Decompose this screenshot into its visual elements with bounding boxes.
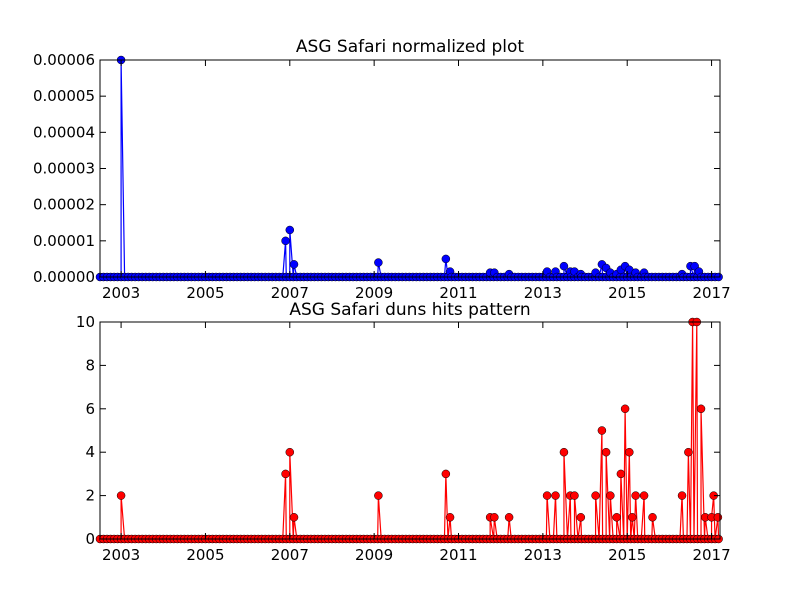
duns-hits-y-ticks: 0 2 4 6 8 10 <box>76 313 720 548</box>
duns-hits-data-point <box>445 513 455 522</box>
normalized-plot-data-point <box>289 260 299 269</box>
normalized-plot-x-tick-label: 2017 <box>692 284 730 302</box>
duns-hits-axes: ASG Safari duns hits pattern 0 2 4 6 8 10 200… <box>76 300 731 564</box>
normalized-plot-x-tick-label: 2007 <box>271 284 309 302</box>
duns-hits-data-point <box>289 513 299 522</box>
duns-hits-data-point <box>490 513 499 522</box>
duns-hits-x-tick-label: 2011 <box>439 546 477 564</box>
duns-hits-y-tick-label: 10 <box>76 313 95 331</box>
duns-hits-data-point <box>606 491 615 500</box>
duns-hits-x-tick-label: 2017 <box>692 546 730 564</box>
duns-hits-data-point <box>374 491 383 500</box>
normalized-plot-y-tick-label: 0.00003 <box>33 160 95 178</box>
duns-hits-data-point <box>648 513 657 522</box>
duns-hits-data-point <box>116 491 126 500</box>
normalized-plot-series-line <box>100 59 719 280</box>
normalized-plot-frame <box>99 59 721 278</box>
duns-hits-x-tick-label: 2013 <box>524 546 562 564</box>
duns-hits-y-tick-label: 4 <box>85 443 95 461</box>
duns-hits-data-point <box>576 513 586 522</box>
duns-hits-y-tick-label: 6 <box>85 400 95 418</box>
duns-hits-data-point <box>677 491 687 500</box>
normalized-plot-data-point <box>374 258 383 267</box>
duns-hits-data-point <box>281 469 290 479</box>
normalized-plot-x-tick-label: 2015 <box>608 284 646 302</box>
duns-hits-data-point <box>628 513 637 522</box>
duns-hits-data-point <box>504 513 514 522</box>
duns-hits-y-tick-label: 2 <box>85 487 95 505</box>
duns-hits-data <box>95 317 723 544</box>
duns-hits-x-tick-label: 2009 <box>355 546 393 564</box>
duns-hits-data-point <box>620 404 630 414</box>
normalized-plot-x-tick-label: 2003 <box>102 284 140 302</box>
normalized-plot-data-point <box>559 261 569 271</box>
duns-hits-y-tick-label: 8 <box>85 356 95 374</box>
duns-hits-data-point <box>441 469 451 479</box>
duns-hits-x-tick-label: 2015 <box>608 546 646 564</box>
duns-hits-data-point <box>696 404 706 414</box>
duns-hits-data-point <box>591 491 600 500</box>
normalized-plot-x-tick-label: 2011 <box>439 284 477 302</box>
normalized-plot-data-point <box>281 236 290 246</box>
duns-hits-data-point <box>684 447 693 457</box>
normalized-plot-x-tick-label: 2009 <box>355 284 393 302</box>
normalized-plot-axes: ASG Safari normalized plot 0.000000.0000… <box>33 37 731 302</box>
duns-hits-data-point <box>713 513 723 522</box>
duns-hits-data-point <box>631 491 640 500</box>
normalized-plot-y-tick-label: 0.00006 <box>33 51 95 69</box>
normalized-plot-y-tick-label: 0.00004 <box>33 123 95 141</box>
duns-hits-data-point <box>601 447 611 457</box>
normalized-plot-x-ticks: 2003 2005 2007 2009 2011 2013 2015 2017 <box>102 60 731 302</box>
duns-hits-data-point <box>625 447 634 457</box>
duns-hits-x-tick-label: 2003 <box>102 546 140 564</box>
duns-hits-data-point <box>551 491 560 500</box>
duns-hits-title: ASG Safari duns hits pattern <box>289 300 530 320</box>
normalized-plot-y-tick-label: 0.00002 <box>33 196 95 214</box>
duns-hits-frame <box>99 321 721 540</box>
duns-hits-data-point <box>285 447 295 457</box>
duns-hits-x-tick-label: 2005 <box>186 546 224 564</box>
normalized-plot-data <box>95 55 723 282</box>
normalized-plot-title: ASG Safari normalized plot <box>296 37 525 57</box>
normalized-plot-x-tick-label: 2013 <box>524 284 562 302</box>
normalized-plot-y-ticks: 0.00000 0.00001 0.00002 0.00003 0.00004 0.000… <box>33 51 720 286</box>
duns-hits-x-ticks: 2003 2005 2007 2009 2011 2013 2015 2017 <box>102 322 731 564</box>
normalized-plot-data-point <box>441 254 451 264</box>
duns-hits-data-point <box>570 491 579 500</box>
duns-hits-data-point <box>597 426 607 435</box>
duns-hits-x-tick-label: 2007 <box>271 546 309 564</box>
duns-hits-data-point <box>542 491 552 500</box>
duns-hits-y-tick-label: 0 <box>85 530 95 548</box>
normalized-plot-x-tick-label: 2005 <box>186 284 224 302</box>
duns-hits-series-line <box>100 321 720 540</box>
duns-hits-data-point <box>559 447 569 457</box>
normalized-plot-data-point <box>285 225 295 235</box>
duns-hits-data-point <box>616 469 626 479</box>
duns-hits-data-point <box>639 491 649 500</box>
normalized-plot-y-tick-label: 0.00005 <box>33 87 95 105</box>
normalized-plot-y-tick-label: 0.00001 <box>33 232 95 250</box>
duns-hits-data-point <box>612 513 621 522</box>
normalized-plot-y-tick-label: 0.00000 <box>33 268 95 286</box>
